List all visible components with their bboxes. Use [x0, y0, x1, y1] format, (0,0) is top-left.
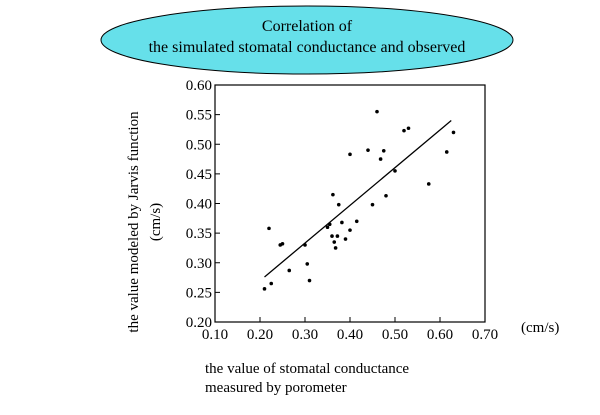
- y-tick-label: 0.35: [186, 226, 212, 242]
- data-point: [343, 237, 348, 241]
- data-point: [287, 268, 292, 273]
- data-point: [307, 278, 312, 283]
- data-point: [375, 109, 379, 114]
- data-point: [354, 219, 359, 224]
- data-point: [426, 182, 431, 186]
- data-point: [267, 226, 271, 231]
- data-point: [330, 234, 334, 238]
- data-point: [370, 202, 375, 207]
- data-point: [406, 126, 411, 131]
- y-tick-label: 0.50: [186, 137, 212, 153]
- x-tick-label: 0.30: [292, 327, 318, 343]
- x-axis-unit: (cm/s): [521, 320, 560, 336]
- x-tick-label: 0.70: [472, 327, 498, 343]
- regression-line: [264, 120, 452, 278]
- y-axis-ticks: 0.20 0.25 0.30 0.35 0.40 0.45 0.50 0.55 0.60: [186, 78, 220, 331]
- x-tick-label: 0.40: [337, 327, 363, 343]
- data-point: [303, 243, 307, 247]
- x-tick-label: 0.60: [427, 327, 453, 343]
- data-points: [262, 109, 456, 291]
- x-tick-label: 0.50: [382, 327, 408, 343]
- y-tick-label: 0.55: [186, 108, 212, 124]
- data-point: [332, 240, 337, 244]
- y-axis-label-line-2: (cm/s): [148, 203, 164, 241]
- x-axis-ticks: 0.10 0.20 0.30 0.40 0.50 0.60 0.70: [202, 317, 498, 343]
- x-axis-label-line-1: the value of stomatal conductance: [205, 361, 410, 377]
- data-point: [384, 193, 388, 198]
- plot-area: [214, 84, 486, 323]
- x-tick-label: 0.10: [202, 327, 228, 343]
- data-point: [262, 287, 267, 291]
- data-point: [451, 130, 456, 135]
- data-point: [348, 228, 352, 232]
- data-point: [305, 262, 310, 266]
- y-tick-label: 0.45: [186, 167, 212, 183]
- data-point: [331, 192, 335, 197]
- data-point: [348, 152, 352, 157]
- chart-title-line-1: Correlation of: [261, 18, 353, 35]
- data-point: [366, 148, 370, 152]
- data-point: [381, 148, 386, 153]
- data-point: [393, 169, 397, 173]
- data-point: [327, 222, 332, 227]
- y-axis-label-line-1: the value modeled by Jarvis function: [126, 111, 142, 333]
- y-tick-label: 0.20: [186, 315, 212, 331]
- y-tick-label: 0.30: [186, 256, 212, 272]
- data-point: [333, 246, 338, 250]
- data-point: [444, 150, 449, 154]
- x-tick-label: 0.20: [247, 327, 273, 343]
- title-oval: [100, 5, 514, 75]
- trendline-group: [264, 120, 452, 278]
- data-point: [336, 202, 341, 207]
- data-point: [269, 281, 274, 286]
- y-tick-label: 0.40: [186, 197, 212, 213]
- y-tick-label: 0.25: [186, 285, 212, 301]
- x-axis-label-line-2: measured by porometer: [205, 380, 347, 396]
- data-point: [340, 220, 344, 225]
- data-point: [378, 157, 383, 161]
- y-tick-label: 0.60: [186, 78, 212, 94]
- data-point: [335, 234, 340, 238]
- data-point: [402, 128, 406, 133]
- data-point: [280, 241, 285, 246]
- data-point: [325, 225, 330, 229]
- chart-title-line-2: the simulated stomatal conductance and o…: [148, 39, 466, 56]
